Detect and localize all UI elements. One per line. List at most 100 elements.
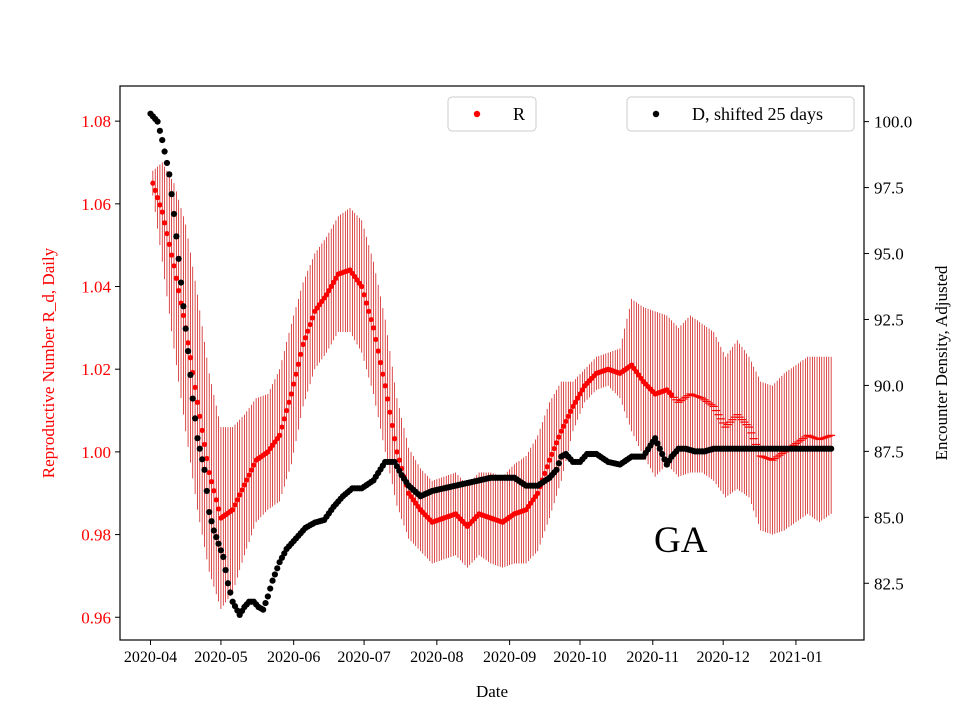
state-annotation: GA	[654, 520, 708, 561]
d-point	[156, 127, 163, 134]
r-point	[298, 351, 304, 357]
y-right-tick-label: 95.0	[874, 245, 904, 264]
d-point	[274, 565, 281, 572]
x-tick-label: 2020-06	[267, 649, 320, 666]
r-point	[568, 408, 574, 414]
r-point	[244, 477, 250, 483]
d-point	[201, 466, 208, 473]
d-point	[192, 415, 199, 422]
d-point	[220, 553, 227, 561]
r-point	[544, 464, 550, 470]
r-point	[575, 395, 581, 401]
r-point	[234, 497, 240, 503]
d-point	[180, 303, 187, 310]
d-point	[555, 460, 562, 467]
d-point	[264, 593, 271, 600]
d-point	[213, 534, 220, 541]
r-point	[237, 492, 243, 498]
r-point	[246, 472, 252, 478]
x-tick-label: 2020-04	[124, 649, 177, 666]
d-point	[189, 395, 196, 402]
y-axis-right-label: Encounter Density, Adjusted	[932, 265, 951, 460]
r-point	[197, 413, 203, 419]
r-point	[359, 283, 365, 290]
r-point	[239, 487, 245, 493]
r-point	[305, 328, 311, 334]
r-point	[326, 288, 332, 294]
d-point	[194, 435, 201, 442]
r-point	[330, 279, 337, 285]
y-right-tick-label: 90.0	[874, 376, 904, 395]
d-point	[271, 571, 279, 578]
r-point	[201, 441, 208, 448]
y-right-tick-label: 85.0	[874, 508, 904, 527]
y-left-tick-label: 0.98	[81, 526, 111, 545]
d-point	[182, 325, 189, 332]
d-point	[661, 456, 668, 463]
d-point	[210, 527, 217, 534]
r-point	[281, 416, 287, 422]
r-point	[157, 202, 163, 208]
d-point	[184, 348, 192, 355]
d-point	[553, 466, 560, 473]
r-point	[232, 502, 238, 508]
x-tick-label: 2020-07	[337, 649, 390, 666]
d-point	[652, 435, 659, 442]
r-point	[166, 241, 172, 247]
r-point	[380, 371, 386, 377]
r-point	[333, 275, 339, 281]
r-point	[668, 392, 675, 398]
r-point	[565, 413, 571, 419]
d-point	[187, 371, 194, 378]
r-point	[187, 355, 194, 361]
r-point	[206, 469, 212, 476]
r-point	[171, 263, 177, 269]
r-point	[535, 490, 541, 496]
r-point	[323, 292, 330, 298]
r-point	[284, 407, 290, 414]
legend-r-label: R	[513, 104, 525, 124]
r-point	[180, 312, 186, 319]
r-point	[154, 195, 161, 201]
x-tick-label: 2020-12	[697, 649, 750, 666]
r-point	[288, 391, 294, 397]
r-point	[391, 436, 398, 442]
r-point	[185, 340, 191, 346]
y-right-tick-label: 87.5	[874, 442, 904, 461]
r-point	[387, 409, 393, 415]
r-point	[551, 445, 557, 452]
d-point	[262, 599, 269, 607]
x-axis-label: Date	[476, 682, 508, 701]
r-point	[307, 321, 313, 328]
legend-d-label: D, shifted 25 days	[692, 104, 823, 124]
r-point	[230, 507, 236, 513]
legend-d-box	[626, 96, 855, 132]
y-right-tick-label: 92.5	[874, 310, 904, 329]
r-point	[302, 335, 309, 341]
d-point	[175, 255, 182, 262]
r-point	[382, 383, 388, 389]
r-point	[159, 209, 165, 215]
y-left-tick-label: 1.04	[81, 278, 111, 297]
x-tick-label: 2020-11	[626, 649, 679, 666]
legend-d: D, shifted 25 days	[626, 96, 855, 132]
x-tick-label: 2021-01	[769, 649, 822, 666]
d-point	[260, 606, 267, 613]
d-point	[208, 518, 215, 525]
r-point	[251, 462, 257, 468]
d-point	[267, 585, 274, 592]
x-axis: 2020-04 2020-05 2020-06 2020-07 2020-08 2020-…	[124, 640, 823, 666]
y-right-tick-label: 97.5	[874, 179, 904, 198]
r-point	[192, 384, 198, 390]
y-right-tick-label: 100.0	[874, 113, 912, 132]
r-point	[396, 457, 402, 463]
r-point	[300, 341, 306, 347]
d-point	[224, 580, 232, 587]
legend-d-marker	[652, 110, 660, 118]
x-tick-label: 2020-08	[410, 649, 463, 666]
r-point	[542, 470, 548, 476]
r-point	[152, 187, 158, 193]
d-point	[170, 210, 178, 218]
r-point	[375, 348, 381, 354]
r-point	[370, 325, 377, 331]
